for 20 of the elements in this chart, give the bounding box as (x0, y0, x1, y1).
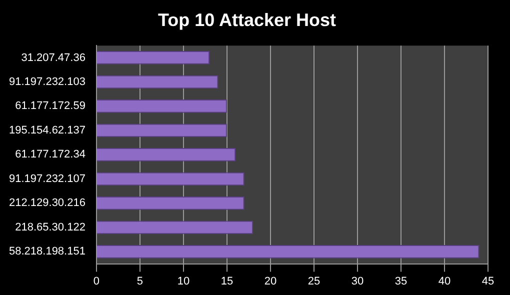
x-tick-label: 15 (220, 275, 234, 288)
y-tick-label: 212.129.30.216 (8, 197, 86, 210)
x-tick-label: 0 (93, 275, 100, 288)
y-tick-label: 195.154.62.137 (8, 124, 86, 136)
x-tick-label: 10 (177, 275, 190, 288)
y-tick-label: 31.207.47.36 (21, 52, 86, 64)
y-tick-label: 58.218.198.151 (8, 246, 86, 258)
y-tick-label: 91.197.232.103 (8, 76, 86, 88)
y-tick-label: 61.177.172.59 (15, 100, 86, 112)
x-tick-label: 5 (136, 275, 144, 288)
x-tick-label: 25 (308, 275, 320, 288)
x-tick-label: 30 (351, 275, 364, 288)
x-tick-label: 40 (438, 275, 451, 288)
x-tick-label: 45 (482, 275, 494, 288)
x-tick-label: 35 (394, 275, 408, 288)
y-tick-label: 91.197.232.107 (8, 172, 86, 185)
y-tick-label: 61.177.172.34 (15, 148, 86, 161)
y-tick-label: 218.65.30.122 (15, 221, 86, 234)
x-tick-label: 20 (264, 275, 277, 288)
chart-title: Top 10 Attacker Host (158, 10, 336, 30)
